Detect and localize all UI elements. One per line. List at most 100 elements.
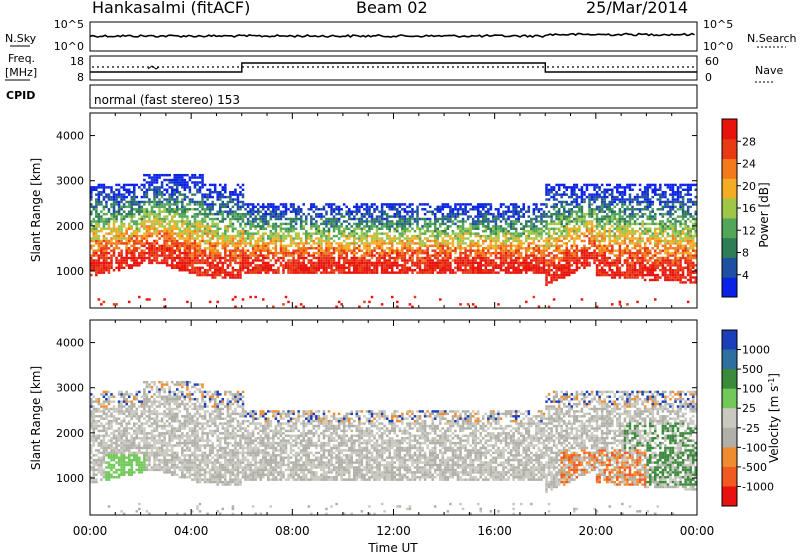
heatmap-cell: [441, 247, 445, 250]
heatmap-cell: [423, 271, 427, 274]
heatmap-cell: [297, 232, 300, 235]
heatmap-cell: [616, 195, 619, 199]
heatmap-cell: [160, 230, 164, 233]
heatmap-cell: [560, 203, 563, 206]
heatmap-cell: [213, 264, 217, 267]
heatmap-cell: [90, 247, 93, 250]
heatmap-cell: [249, 225, 252, 228]
heatmap-cell: [454, 251, 457, 255]
heatmap-cell: [284, 212, 288, 216]
heatmap-cell: [570, 264, 574, 267]
heatmap-cell: [403, 220, 407, 223]
heatmap-cell: [330, 251, 333, 255]
heatmap-cell: [471, 303, 475, 306]
heatmap-cell: [365, 212, 369, 216]
heatmap-cell: [203, 249, 207, 252]
heatmap-cell: [560, 271, 563, 274]
heatmap-cell: [360, 249, 364, 252]
heatmap-cell: [117, 269, 121, 272]
heatmap-cell: [451, 249, 455, 252]
heatmap-cell: [514, 259, 518, 262]
heatmap-cell: [158, 230, 161, 233]
heatmap-cell: [403, 222, 407, 226]
heatmap-cell: [363, 215, 366, 218]
heatmap-cell: [125, 227, 128, 230]
heatmap-cell: [555, 276, 558, 279]
heatmap-cell: [555, 269, 558, 272]
heatmap-cell: [211, 222, 214, 226]
heatmap-cell: [411, 269, 414, 272]
heatmap-cell: [218, 198, 222, 201]
heatmap-cell: [347, 244, 351, 248]
heatmap-cell: [439, 249, 442, 252]
heatmap-cell: [504, 227, 508, 230]
heatmap-cell: [492, 269, 495, 272]
heatmap-cell: [282, 232, 285, 235]
heatmap-cell: [380, 232, 384, 235]
heatmap-cell: [492, 225, 495, 228]
heatmap-cell: [244, 251, 247, 255]
heatmap-cell: [358, 234, 361, 238]
heatmap-cell: [201, 208, 204, 211]
heatmap-cell: [330, 244, 333, 248]
heatmap-cell: [320, 244, 323, 248]
heatmap-cell: [143, 217, 146, 221]
heatmap-cell: [183, 242, 187, 245]
heatmap-cell: [261, 212, 265, 216]
heatmap-cell: [365, 237, 369, 240]
heatmap-cell: [125, 242, 128, 245]
heatmap-cell: [198, 247, 202, 250]
heatmap-cell: [504, 232, 508, 235]
heatmap-cell: [600, 239, 604, 243]
heatmap-cell: [449, 234, 452, 238]
heatmap-cell: [568, 234, 571, 238]
heatmap-cell: [380, 247, 384, 250]
heatmap-cell: [188, 200, 192, 204]
heatmap-cell: [97, 256, 101, 260]
heatmap-cell: [330, 269, 333, 272]
heatmap-cell: [408, 239, 412, 243]
heatmap-cell: [408, 203, 412, 206]
heatmap-cell: [474, 225, 477, 228]
heatmap-cell: [608, 242, 612, 245]
heatmap-cell: [406, 234, 409, 238]
heatmap-cell: [330, 220, 333, 223]
heatmap-cell: [578, 205, 581, 209]
heatmap-cell: [540, 266, 543, 269]
heatmap-cell: [562, 191, 566, 194]
heatmap-cell: [251, 234, 255, 238]
heatmap-cell: [234, 254, 237, 257]
heatmap-cell: [433, 208, 437, 211]
heatmap-cell: [380, 264, 384, 267]
heatmap-cell: [555, 212, 558, 216]
heatmap-cell: [274, 261, 278, 265]
heatmap-cell: [241, 251, 245, 255]
heatmap-cell: [287, 269, 290, 272]
heatmap-cell: [494, 225, 498, 228]
heatmap-cell: [143, 183, 146, 187]
heatmap-cell: [196, 273, 199, 277]
heatmap-cell: [191, 230, 194, 233]
heatmap-cell: [246, 269, 250, 272]
heatmap-cell: [259, 271, 262, 274]
heatmap-cell: [115, 195, 118, 199]
heatmap-cell: [153, 212, 156, 216]
heatmap-cell: [358, 239, 361, 243]
heatmap-cell: [431, 234, 434, 238]
heatmap-cell: [168, 210, 171, 213]
heatmap-cell: [105, 227, 108, 230]
heatmap-cell: [555, 242, 558, 245]
heatmap-cell: [208, 217, 212, 221]
heatmap-cell: [125, 254, 128, 257]
heatmap-cell: [289, 239, 293, 243]
heatmap-cell: [165, 256, 169, 260]
heatmap-cell: [532, 269, 536, 272]
heatmap-cell: [388, 203, 391, 206]
heatmap-cell: [449, 271, 452, 274]
heatmap-cell: [236, 212, 240, 216]
heatmap-cell: [509, 210, 513, 213]
heatmap-cell: [365, 230, 369, 233]
heatmap-cell: [353, 249, 356, 252]
heatmap-cell: [441, 232, 445, 235]
heatmap-cell: [353, 215, 356, 218]
